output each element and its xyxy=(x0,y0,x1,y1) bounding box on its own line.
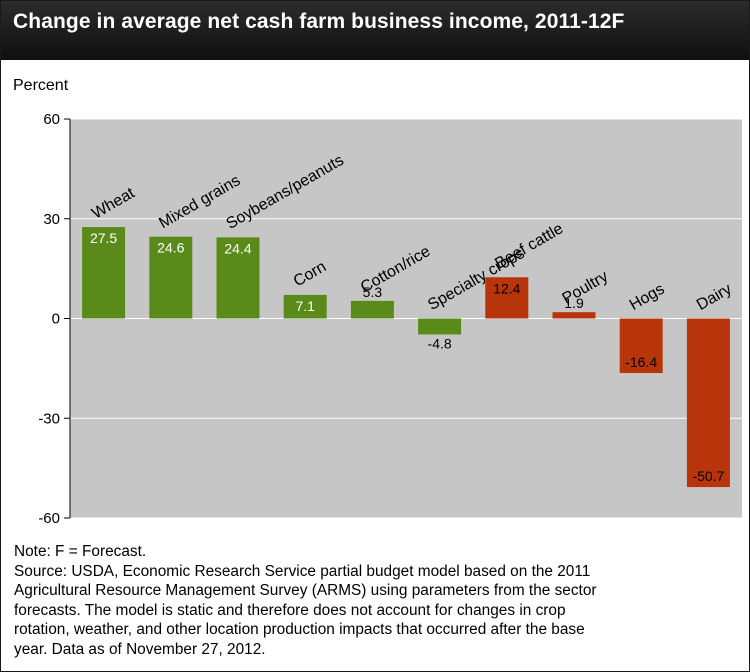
data-label: 27.5 xyxy=(90,230,117,246)
bar-cotton-rice xyxy=(350,300,394,319)
source-line: Agricultural Resource Management Survey … xyxy=(14,582,597,600)
bar-dairy xyxy=(686,318,730,488)
data-label: -4.8 xyxy=(428,335,452,351)
bar-wheat xyxy=(82,227,126,319)
data-label: 1.9 xyxy=(564,295,584,311)
note-line: Note: F = Forecast. xyxy=(14,543,147,560)
data-label: -16.4 xyxy=(625,354,657,370)
data-label: 7.1 xyxy=(295,298,315,314)
bar-mixed-grains xyxy=(149,236,193,319)
bar-beef-cattle xyxy=(485,277,529,319)
y-tick-label: 0 xyxy=(52,311,60,328)
data-label: 5.3 xyxy=(363,284,383,300)
source-line: Source: USDA, Economic Research Service … xyxy=(14,562,591,580)
bar-hogs xyxy=(619,318,663,374)
y-tick-label: 60 xyxy=(43,111,60,128)
data-label: -50.7 xyxy=(692,468,724,484)
footnote: Note: F = Forecast. Source: USDA, Econom… xyxy=(14,542,739,660)
chart-title: Change in average net cash farm business… xyxy=(13,10,625,33)
source-line: year. Data as of November 27, 2012. xyxy=(14,640,266,658)
source-line: rotation, weather, and other location pr… xyxy=(14,621,585,639)
data-label: 12.4 xyxy=(493,280,520,296)
y-axis-unit-label: Percent xyxy=(13,77,69,94)
y-tick-label: -60 xyxy=(38,510,60,527)
bar-soybeans-peanuts xyxy=(216,237,260,319)
data-label: 24.6 xyxy=(157,240,184,256)
header-bar: Change in average net cash farm business… xyxy=(1,1,749,60)
bar-specialty-crops xyxy=(418,318,462,335)
data-label: 24.4 xyxy=(224,240,251,256)
bar-corn xyxy=(283,294,327,319)
y-tick-label: 30 xyxy=(43,211,60,228)
bar-poultry xyxy=(552,312,596,319)
y-tick-label: -30 xyxy=(38,410,60,427)
source-line: forecasts. The model is static and there… xyxy=(14,601,566,619)
